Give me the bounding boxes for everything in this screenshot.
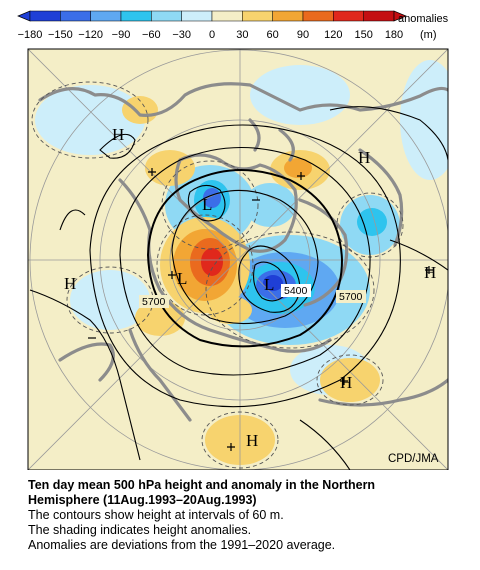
colorbar-tick-label: 60 bbox=[267, 29, 279, 41]
low-label-3: L bbox=[264, 275, 274, 294]
anomaly-max-markers bbox=[148, 168, 433, 451]
colorbar-swatch bbox=[60, 10, 91, 22]
caption-line2: The shading indicates height anomalies. bbox=[28, 523, 252, 537]
legend-unit: (m) bbox=[420, 29, 437, 41]
colorbar-swatch bbox=[90, 10, 122, 22]
colorbar-tick-label: 120 bbox=[324, 29, 342, 41]
high-label-4: H bbox=[340, 373, 352, 392]
colorbar-tick-label: −120 bbox=[78, 29, 103, 41]
anomaly-colorbar: −180 −150 −120 −90 −60 −30 0 30 60 90 120 150 180 an… bbox=[17, 10, 449, 41]
caption-line3: Anomalies are deviations from the 1991–2… bbox=[28, 538, 336, 552]
height-contours bbox=[29, 106, 448, 470]
low-label-2: L bbox=[177, 269, 187, 288]
caption: Ten day mean 500 hPa height and anomaly … bbox=[28, 478, 468, 553]
legend-title: anomalies bbox=[398, 13, 449, 25]
colorbar-arrow-high bbox=[393, 10, 407, 22]
colorbar-swatch bbox=[242, 10, 273, 22]
colorbar-tick-label: −90 bbox=[112, 29, 131, 41]
high-label-1: H bbox=[112, 125, 124, 144]
anomaly-min-markers bbox=[88, 199, 260, 339]
contour-label-5700-right: 5700 bbox=[339, 291, 363, 303]
colorbar-swatch bbox=[29, 10, 61, 22]
colorbar-swatch bbox=[302, 10, 334, 22]
caption-title-line2: Hemisphere (11Aug.1993–20Aug.1993) bbox=[28, 493, 257, 507]
colorbar-swatch bbox=[363, 10, 395, 22]
coastlines bbox=[38, 82, 448, 422]
high-label-6: H bbox=[64, 274, 76, 293]
colorbar-tick-label: 30 bbox=[236, 29, 248, 41]
colorbar-swatch bbox=[151, 10, 182, 22]
high-label-5: H bbox=[246, 431, 258, 450]
colorbar-tick-label: 0 bbox=[209, 29, 215, 41]
polar-map: H H H H H H L L L 5700 5400 5700 CPD/JMA bbox=[27, 48, 449, 470]
contour-label-5400: 5400 bbox=[284, 285, 308, 297]
colorbar-tick-label: −60 bbox=[142, 29, 161, 41]
colorbar-tick-label: −180 bbox=[18, 29, 43, 41]
colorbar-tick-label: 150 bbox=[354, 29, 372, 41]
colorbar-tick-label: 180 bbox=[385, 29, 403, 41]
colorbar-tick-label: −150 bbox=[48, 29, 73, 41]
colorbar-swatch bbox=[272, 10, 304, 22]
colorbar-tick-label: −30 bbox=[172, 29, 191, 41]
contour-label-5700-left: 5700 bbox=[142, 296, 166, 308]
colorbar-swatch bbox=[181, 10, 213, 22]
low-label-1: L bbox=[202, 195, 212, 214]
caption-title-line1: Ten day mean 500 hPa height and anomaly … bbox=[28, 478, 376, 492]
caption-line1: The contours show height at intervals of… bbox=[28, 508, 284, 522]
high-label-3: H bbox=[424, 263, 436, 282]
high-label-2: H bbox=[358, 148, 370, 167]
colorbar-arrow-low bbox=[17, 10, 31, 22]
colorbar-swatch bbox=[333, 10, 364, 22]
colorbar-swatch bbox=[120, 10, 152, 22]
credit-label: CPD/JMA bbox=[388, 453, 439, 465]
colorbar-tick-label: 90 bbox=[297, 29, 309, 41]
map-frame bbox=[27, 48, 449, 470]
colorbar-swatch bbox=[211, 10, 243, 22]
